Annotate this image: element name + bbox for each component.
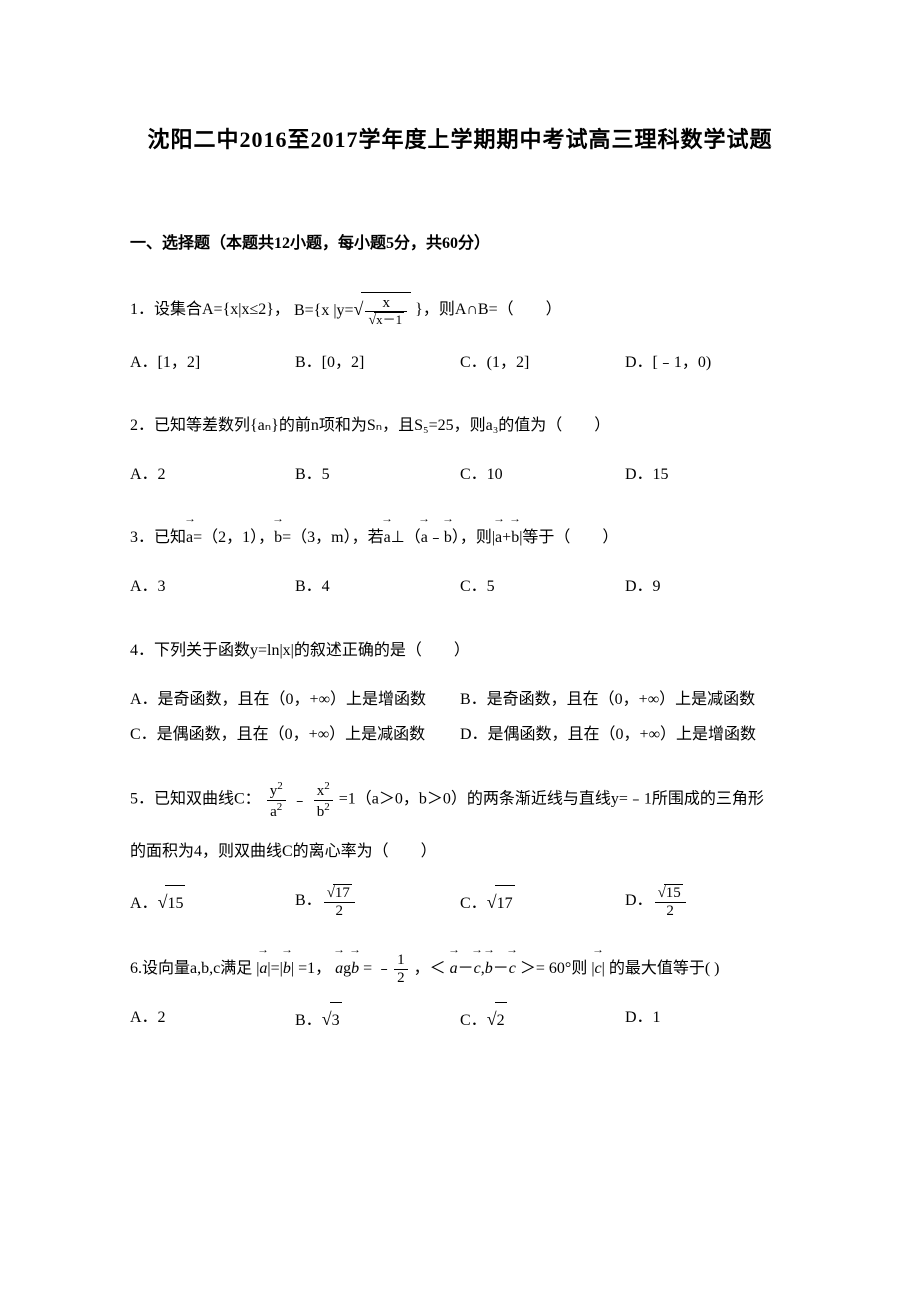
sqrt-expr: √ x√x－1 bbox=[354, 290, 412, 330]
opt-b-val: 17 bbox=[333, 884, 352, 902]
option-c: C．(1，2] bbox=[460, 345, 625, 380]
vector-a: a bbox=[335, 951, 343, 986]
option-d: D．是偶函数，且在（0，+∞）上是增函数 bbox=[460, 717, 790, 752]
q5-cont: 的面积为4，则双曲线C的离心率为（ ） bbox=[130, 834, 790, 869]
vector-a: a bbox=[495, 520, 502, 555]
q3-suffix: |等于（ ） bbox=[519, 529, 618, 546]
option-c: C．是偶函数，且在（0，+∞）上是减函数 bbox=[130, 717, 460, 752]
question-text: 3．已知a=（2，1），b=（3，m），若a⊥（a﹣b），则|a+b|等于（ ） bbox=[130, 520, 790, 555]
vector-b: b bbox=[485, 951, 493, 986]
option-c: C．√17 bbox=[460, 883, 625, 923]
question-3: 3．已知a=（2，1），b=（3，m），若a⊥（a﹣b），则|a+b|等于（ ）… bbox=[130, 520, 790, 604]
q1-suffix: }，则A∩B=（ ） bbox=[415, 301, 562, 318]
vector-b: b bbox=[444, 520, 452, 555]
q1-prefix: 1．设集合A={x|x≤2}， bbox=[130, 301, 290, 318]
question-2: 2．已知等差数列{aₙ}的前n项和为Sₙ，且S₅=25，则a₃的值为（ ） A．… bbox=[130, 408, 790, 492]
vector-a: a bbox=[186, 520, 193, 555]
q3-mid6: + bbox=[502, 529, 511, 546]
options: A．是奇函数，且在（0，+∞）上是增函数 B．是奇函数，且在（0，+∞）上是减函… bbox=[130, 682, 790, 752]
question-text: 1．设集合A={x|x≤2}， B={x |y= √ x√x－1 }，则A∩B=… bbox=[130, 290, 790, 330]
exam-title: 沈阳二中2016至2017学年度上学期期中考试高三理科数学试题 bbox=[130, 120, 790, 160]
vector-c: c bbox=[595, 951, 602, 986]
question-5: 5．已知双曲线C： y2a2 ﹣ x2b2 =1（a＞0，b＞0）的两条渐近线与… bbox=[130, 780, 790, 923]
opt-c-pre: C． bbox=[460, 895, 487, 912]
opt-d-pre: D． bbox=[625, 892, 653, 909]
option-b: B．[0，2] bbox=[295, 345, 460, 380]
option-d: D．[﹣1，0) bbox=[625, 345, 790, 380]
option-a: A．3 bbox=[130, 569, 295, 604]
q6-mid3: ＞= 60°则 bbox=[520, 960, 587, 977]
q6-mid2: ，＜ bbox=[414, 960, 446, 977]
question-4: 4．下列关于函数y=ln|x|的叙述正确的是（ ） A．是奇函数，且在（0，+∞… bbox=[130, 633, 790, 753]
vector-b: b bbox=[351, 951, 359, 986]
question-text: 6.设向量a,b,c满足 |a|=|b| =1， agb = ﹣12 ，＜ a－… bbox=[130, 951, 790, 986]
vector-a: a bbox=[384, 520, 391, 555]
option-a: A．2 bbox=[130, 457, 295, 492]
option-c: C．10 bbox=[460, 457, 625, 492]
vector-c: c bbox=[474, 951, 481, 986]
q5-prefix: 5．已知双曲线C： bbox=[130, 791, 261, 808]
q3-mid3: ⊥（ bbox=[391, 529, 421, 546]
option-c: C．5 bbox=[460, 569, 625, 604]
opt-a-pre: A． bbox=[130, 895, 158, 912]
opt-c-val: 17 bbox=[495, 885, 515, 921]
vector-b: b bbox=[274, 520, 282, 555]
options: A．3 B．4 C．5 D．9 bbox=[130, 569, 790, 604]
question-text: 4．下列关于函数y=ln|x|的叙述正确的是（ ） bbox=[130, 633, 790, 668]
option-d: D．1 bbox=[625, 1000, 790, 1040]
option-b: B．5 bbox=[295, 457, 460, 492]
opt-d-val: 15 bbox=[664, 884, 683, 902]
q6-prefix: 6.设向量a,b,c满足 bbox=[130, 960, 252, 977]
opt-b-val: 3 bbox=[330, 1002, 342, 1038]
q3-mid2: =（3，m），若 bbox=[282, 529, 383, 546]
option-a: A．√15 bbox=[130, 883, 295, 923]
vector-c: c bbox=[509, 951, 516, 986]
opt-b-pre: B． bbox=[295, 1012, 322, 1029]
question-text: 5．已知双曲线C： y2a2 ﹣ x2b2 =1（a＞0，b＞0）的两条渐近线与… bbox=[130, 780, 790, 820]
q1-bpart: B={x |y= bbox=[294, 293, 354, 328]
q3-mid1: =（2，1）， bbox=[193, 529, 274, 546]
option-b: B．4 bbox=[295, 569, 460, 604]
question-6: 6.设向量a,b,c满足 |a|=|b| =1， agb = ﹣12 ，＜ a－… bbox=[130, 951, 790, 1040]
opt-b-pre: B． bbox=[295, 892, 322, 909]
option-a: A．2 bbox=[130, 1000, 295, 1040]
option-c: C．√2 bbox=[460, 1000, 625, 1040]
q3-mid4: ﹣ bbox=[428, 529, 444, 546]
vector-a: a bbox=[259, 951, 267, 986]
options: A．√15 B．√172 C．√17 D．√152 bbox=[130, 883, 790, 923]
options: A．[1，2] B．[0，2] C．(1，2] D．[﹣1，0) bbox=[130, 345, 790, 380]
hyperbola-formula: y2a2 ﹣ x2b2 bbox=[265, 780, 335, 820]
section-header: 一、选择题（本题共12小题，每小题5分，共60分） bbox=[130, 230, 790, 259]
q3-prefix: 3．已知 bbox=[130, 529, 186, 546]
option-a: A．[1，2] bbox=[130, 345, 295, 380]
opt-a-val: 15 bbox=[165, 885, 185, 921]
option-b: B．是奇函数，且在（0，+∞）上是减函数 bbox=[460, 682, 790, 717]
option-a: A．是奇函数，且在（0，+∞）上是增函数 bbox=[130, 682, 460, 717]
q5-suffix: =1（a＞0，b＞0）的两条渐近线与直线y=﹣1所围成的三角形 bbox=[339, 791, 764, 808]
vector-b: b bbox=[511, 520, 519, 555]
option-d: D．9 bbox=[625, 569, 790, 604]
vector-a: a bbox=[421, 520, 428, 555]
q6-suffix: 的最大值等于( ) bbox=[609, 960, 720, 977]
opt-c-val: 2 bbox=[495, 1002, 507, 1038]
q6-mid1: =1， bbox=[298, 960, 331, 977]
vector-b: b bbox=[283, 951, 291, 986]
option-b: B．√172 bbox=[295, 883, 460, 923]
question-1: 1．设集合A={x|x≤2}， B={x |y= √ x√x－1 }，则A∩B=… bbox=[130, 290, 790, 380]
question-text: 2．已知等差数列{aₙ}的前n项和为Sₙ，且S₅=25，则a₃的值为（ ） bbox=[130, 408, 790, 443]
option-b: B．√3 bbox=[295, 1000, 460, 1040]
option-d: D．√152 bbox=[625, 883, 790, 923]
options: A．2 B．5 C．10 D．15 bbox=[130, 457, 790, 492]
q1-formula: B={x |y= √ x√x－1 bbox=[294, 290, 411, 330]
option-d: D．15 bbox=[625, 457, 790, 492]
options: A．2 B．√3 C．√2 D．1 bbox=[130, 1000, 790, 1040]
vector-a: a bbox=[450, 951, 458, 986]
q3-mid5: ），则| bbox=[452, 529, 495, 546]
opt-c-pre: C． bbox=[460, 1012, 487, 1029]
